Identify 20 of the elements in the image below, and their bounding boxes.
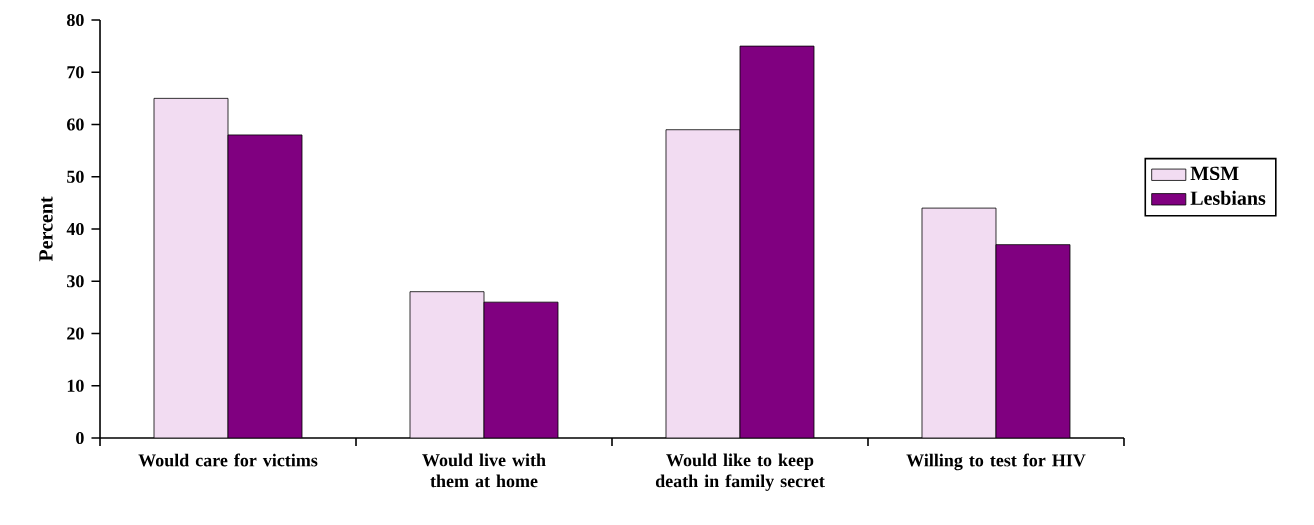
legend-label: Lesbians <box>1190 190 1266 205</box>
bar <box>409 291 485 438</box>
x-tick-label: Would live with them at home <box>422 453 546 488</box>
x-tick-label: Would like to keep death in family secret <box>655 453 825 491</box>
x-tick-label: Willing to test for HIV <box>906 453 1086 471</box>
legend-label: MSM <box>1190 166 1239 181</box>
y-tick-label: 0 <box>76 431 84 445</box>
y-tick-label: 40 <box>66 222 84 236</box>
y-tick-label: 50 <box>67 170 84 183</box>
bar <box>921 207 997 438</box>
y-tick-label: 80 <box>67 13 84 27</box>
y-tick-label: 60 <box>67 118 84 131</box>
y-tick-label: 10 <box>67 379 84 392</box>
y-tick-label: 20 <box>67 327 84 340</box>
bar <box>153 97 229 438</box>
y-axis-title: Percent <box>39 196 53 262</box>
y-tick-label: 70 <box>67 66 84 79</box>
x-tick-label: Would care for victims <box>138 453 318 467</box>
y-tick-label: 30 <box>67 275 84 288</box>
bar <box>665 129 741 438</box>
